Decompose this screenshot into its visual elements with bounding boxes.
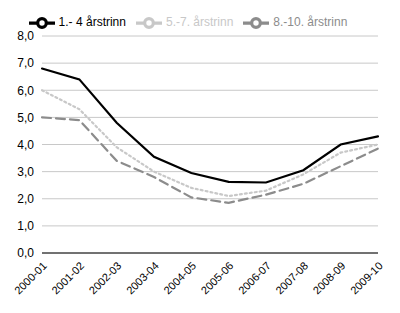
- svg-text:2006-07: 2006-07: [236, 259, 273, 296]
- svg-text:0,0: 0,0: [17, 246, 34, 260]
- svg-text:2003-04: 2003-04: [124, 259, 161, 296]
- svg-text:2008-09: 2008-09: [311, 259, 348, 296]
- html-text:8.-10. årstrinn: 8.-10. årstrinn: [273, 15, 348, 30]
- svg-text:2005-06: 2005-06: [199, 259, 236, 296]
- svg-text:6,0: 6,0: [17, 84, 34, 98]
- svg-text:2000-01: 2000-01: [12, 259, 49, 296]
- svg-text:2001-02: 2001-02: [49, 259, 86, 296]
- html-text:1.- 4 årstrinn: 1.- 4 årstrinn: [58, 15, 126, 30]
- svg-text:7,0: 7,0: [17, 56, 34, 70]
- svg-text:4,0: 4,0: [17, 138, 34, 152]
- svg-text:8,0: 8,0: [17, 29, 34, 43]
- html-text:5.-7. årstrinn: 5.-7. årstrinn: [166, 15, 234, 30]
- svg-text:5,0: 5,0: [17, 111, 34, 125]
- svg-text:2,0: 2,0: [17, 192, 34, 206]
- svg-text:3,0: 3,0: [17, 165, 34, 179]
- svg-text:1,0: 1,0: [17, 219, 34, 233]
- svg-text:2009-10: 2009-10: [348, 259, 385, 296]
- svg-text:2007-08: 2007-08: [273, 259, 310, 296]
- svg-text:2004-05: 2004-05: [161, 259, 198, 296]
- svg-text:2002-03: 2002-03: [87, 259, 124, 296]
